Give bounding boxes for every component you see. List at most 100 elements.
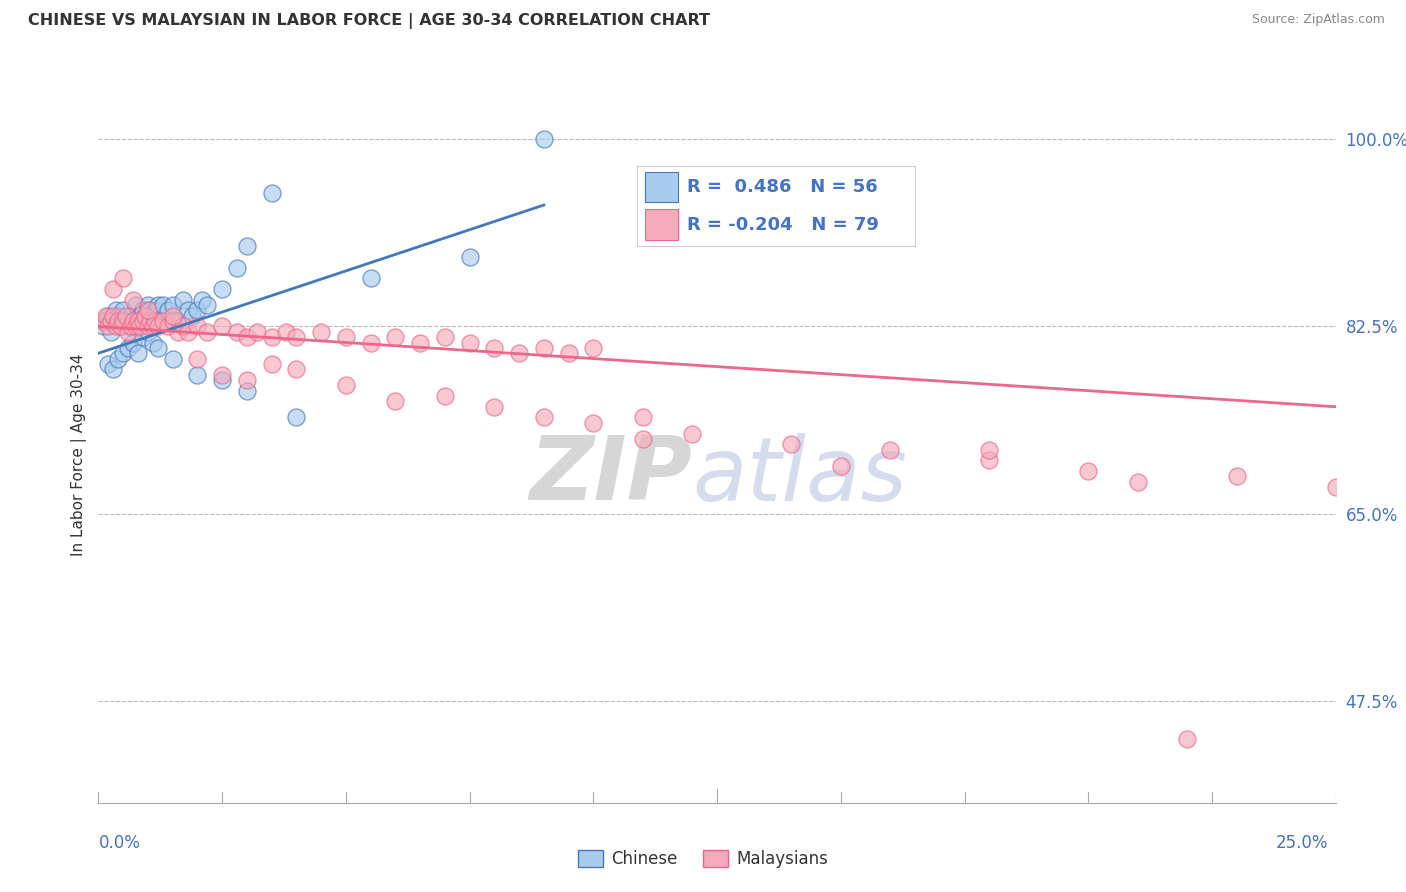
Point: [226, 260, 249, 275]
Point: [139, 314, 162, 328]
Point: [134, 309, 156, 323]
Point: [122, 314, 145, 328]
Point: [186, 368, 208, 382]
Point: [1175, 731, 1198, 746]
Point: [127, 314, 149, 328]
Point: [162, 298, 184, 312]
Point: [152, 298, 174, 312]
Point: [107, 309, 129, 323]
Point: [120, 319, 142, 334]
Point: [100, 314, 122, 328]
Point: [186, 319, 208, 334]
Text: atlas: atlas: [692, 433, 907, 519]
Point: [879, 442, 901, 457]
Point: [557, 346, 579, 360]
Text: CHINESE VS MALAYSIAN IN LABOR FORCE | AGE 30-34 CORRELATION CHART: CHINESE VS MALAYSIAN IN LABOR FORCE | AG…: [28, 13, 710, 29]
Point: [132, 330, 155, 344]
Point: [335, 378, 357, 392]
Point: [104, 319, 127, 334]
Point: [136, 303, 159, 318]
Point: [533, 341, 555, 355]
Point: [143, 314, 166, 328]
Point: [360, 271, 382, 285]
Point: [186, 303, 208, 318]
Point: [285, 410, 308, 425]
Point: [433, 389, 456, 403]
Point: [94, 314, 117, 328]
Point: [260, 186, 283, 200]
Text: 0.0%: 0.0%: [98, 834, 141, 852]
Point: [236, 330, 259, 344]
Point: [143, 303, 166, 318]
Y-axis label: In Labor Force | Age 30-34: In Labor Force | Age 30-34: [72, 353, 87, 557]
Point: [433, 330, 456, 344]
Point: [285, 330, 308, 344]
Point: [112, 303, 135, 318]
Point: [129, 319, 152, 334]
Point: [285, 362, 308, 376]
Point: [136, 325, 159, 339]
Point: [276, 325, 298, 339]
Point: [631, 410, 654, 425]
Point: [191, 293, 214, 307]
Point: [1324, 480, 1347, 494]
Point: [484, 400, 506, 414]
Point: [211, 373, 233, 387]
Point: [112, 346, 135, 360]
Point: [103, 282, 125, 296]
Point: [114, 314, 136, 328]
Point: [384, 330, 406, 344]
Point: [582, 416, 605, 430]
Point: [195, 325, 218, 339]
Point: [136, 319, 159, 334]
Point: [139, 303, 162, 318]
Legend: Chinese, Malaysians: Chinese, Malaysians: [571, 843, 835, 875]
Point: [110, 319, 132, 334]
Point: [458, 250, 481, 264]
Point: [195, 298, 218, 312]
Point: [142, 319, 165, 334]
Point: [127, 314, 149, 328]
Point: [162, 314, 184, 328]
Point: [384, 394, 406, 409]
Point: [979, 453, 1001, 467]
Point: [162, 351, 184, 366]
Point: [122, 314, 145, 328]
Point: [152, 314, 174, 328]
Point: [236, 384, 259, 398]
Text: 25.0%: 25.0%: [1277, 834, 1329, 852]
Point: [122, 293, 145, 307]
Point: [780, 437, 803, 451]
Point: [533, 132, 555, 146]
Point: [142, 309, 165, 323]
Point: [309, 325, 332, 339]
Point: [97, 319, 120, 334]
Point: [582, 341, 605, 355]
Point: [1226, 469, 1249, 483]
Point: [132, 303, 155, 318]
Point: [979, 442, 1001, 457]
Point: [117, 319, 139, 334]
Point: [181, 309, 204, 323]
Point: [360, 335, 382, 350]
Point: [409, 335, 432, 350]
Point: [166, 314, 188, 328]
Text: R =  0.486   N = 56: R = 0.486 N = 56: [686, 178, 877, 196]
Point: [136, 298, 159, 312]
Point: [107, 314, 129, 328]
Point: [226, 325, 249, 339]
Point: [631, 432, 654, 446]
Text: Source: ZipAtlas.com: Source: ZipAtlas.com: [1251, 13, 1385, 27]
Point: [103, 309, 125, 323]
Point: [508, 346, 530, 360]
Point: [1126, 475, 1149, 489]
Point: [246, 325, 269, 339]
Text: R = -0.204   N = 79: R = -0.204 N = 79: [686, 216, 879, 234]
Point: [100, 325, 122, 339]
Point: [120, 309, 142, 323]
Point: [124, 298, 146, 312]
Point: [146, 341, 169, 355]
Point: [156, 303, 179, 318]
Bar: [645, 210, 678, 240]
Point: [104, 303, 127, 318]
